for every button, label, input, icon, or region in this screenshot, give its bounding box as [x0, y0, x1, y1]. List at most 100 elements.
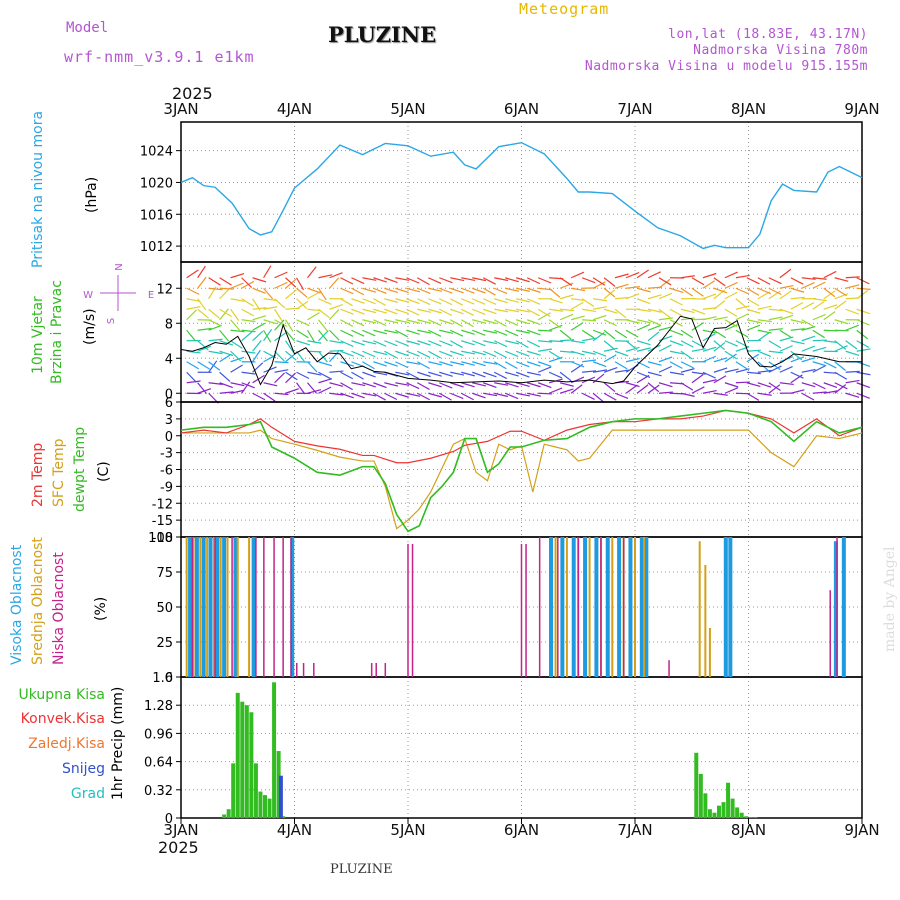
- wind-arrow: [702, 316, 717, 321]
- wind-arrow: [450, 287, 464, 294]
- wind-arrow: [680, 392, 695, 397]
- total-precip-bar: [281, 816, 286, 818]
- wind-arrow: [230, 329, 245, 333]
- wind-arrow: [823, 311, 836, 321]
- mid-cloud-bar: [554, 537, 557, 677]
- wind-arrow: [219, 287, 234, 290]
- wind-arrow: [702, 379, 717, 384]
- wind-arrow: [494, 308, 509, 313]
- wind-arrow: [856, 361, 871, 367]
- wind-arrow: [505, 308, 520, 313]
- wind-arrow: [241, 319, 256, 323]
- wind-arrow: [219, 353, 232, 363]
- wind-arrow: [581, 277, 596, 284]
- high-cloud-bar: [639, 537, 644, 677]
- x-tick-label-bottom: 8JAN: [731, 821, 766, 839]
- wind-arrow: [515, 340, 529, 349]
- wind-arrow: [482, 287, 496, 296]
- wind-arrow: [395, 319, 410, 324]
- wind-arrow: [384, 340, 398, 347]
- wind-arrow: [515, 371, 530, 378]
- wind-arrow: [241, 381, 251, 394]
- y-tick-label: 100: [148, 531, 173, 546]
- wind-arrow: [483, 308, 497, 315]
- wind-arrow: [680, 340, 694, 348]
- wind-arrow: [834, 382, 848, 390]
- wind-arrow: [537, 366, 552, 373]
- wind-arrow: [406, 277, 420, 284]
- y-tick-label: 3: [165, 413, 173, 428]
- wind-arrow: [724, 281, 738, 289]
- wind-arrow: [592, 392, 605, 403]
- high-cloud-bar: [549, 537, 554, 677]
- wind-arrow: [603, 392, 617, 401]
- wind-arrow: [504, 361, 518, 370]
- wind-arrow: [450, 382, 464, 388]
- wind-arrow: [230, 389, 245, 394]
- wind-arrow: [482, 277, 496, 285]
- wind-arrow: [406, 382, 420, 390]
- wind-arrow: [570, 361, 585, 368]
- low-cloud-bar: [263, 537, 265, 677]
- wind-arrow: [219, 382, 233, 389]
- wind-arrow: [757, 382, 772, 388]
- wind-arrow: [559, 329, 572, 340]
- wind-arrow: [296, 287, 308, 298]
- wind-arrow: [395, 392, 409, 398]
- wind-arrow: [483, 382, 497, 389]
- wind-arrow: [625, 319, 640, 324]
- wind-arrow: [790, 296, 805, 300]
- low-cloud-bar: [668, 660, 670, 677]
- wind-arrow: [768, 328, 783, 331]
- wind-arrow: [296, 319, 310, 327]
- y-tick-label: 1012: [140, 240, 173, 255]
- wind-arrow: [395, 308, 409, 315]
- wind-arrow: [493, 319, 507, 327]
- wind-arrow: [790, 389, 805, 394]
- wind-arrow: [186, 361, 200, 370]
- wind-arrow: [450, 371, 465, 376]
- wind-arrow: [790, 301, 804, 310]
- low-cloud-bar: [829, 590, 831, 677]
- compass-w: W: [83, 290, 93, 301]
- total-precip-bar: [730, 798, 735, 818]
- high-cloud-bar: [188, 537, 193, 677]
- wind-arrow: [252, 392, 266, 401]
- wind-arrow: [527, 350, 541, 356]
- wind-arrow: [505, 382, 519, 388]
- mid-cloud-bar: [185, 537, 188, 677]
- wind-arrow: [362, 350, 376, 358]
- wind-arrow: [834, 340, 847, 350]
- wind-arrow: [329, 349, 344, 352]
- wind-arrow: [680, 361, 694, 369]
- high-cloud-bar: [233, 537, 238, 677]
- x-tick-label-bottom: 3JAN: [163, 821, 198, 839]
- y-tick-label: -9: [160, 480, 173, 495]
- wind-arrow: [285, 371, 298, 381]
- wind-arrow: [351, 392, 365, 399]
- wind-arrow: [516, 298, 530, 303]
- wind-arrow: [472, 361, 486, 367]
- wind-arrow: [472, 340, 486, 347]
- wind-arrow: [373, 371, 388, 376]
- wind-arrow: [779, 308, 794, 315]
- wind-arrow: [625, 293, 640, 300]
- wind-arrow: [691, 287, 704, 297]
- wind-arrow: [373, 308, 388, 314]
- high-cloud-bar: [251, 537, 256, 677]
- wind-arrow: [790, 277, 804, 285]
- wind-arrow: [548, 350, 562, 360]
- wind-arrow: [186, 309, 197, 321]
- wind-arrow: [603, 340, 616, 351]
- wind-arrow: [230, 272, 245, 279]
- wind-arrow: [504, 319, 519, 327]
- wind-arrow: [515, 350, 530, 357]
- wind-arrow: [801, 277, 816, 280]
- wind-arrow: [812, 365, 826, 373]
- wind-arrow: [669, 350, 684, 355]
- wind-arrow: [538, 348, 553, 352]
- wind-arrow: [483, 340, 498, 345]
- wind-arrow: [669, 371, 684, 376]
- wind-arrow: [768, 384, 781, 394]
- wind-arrow: [384, 350, 398, 359]
